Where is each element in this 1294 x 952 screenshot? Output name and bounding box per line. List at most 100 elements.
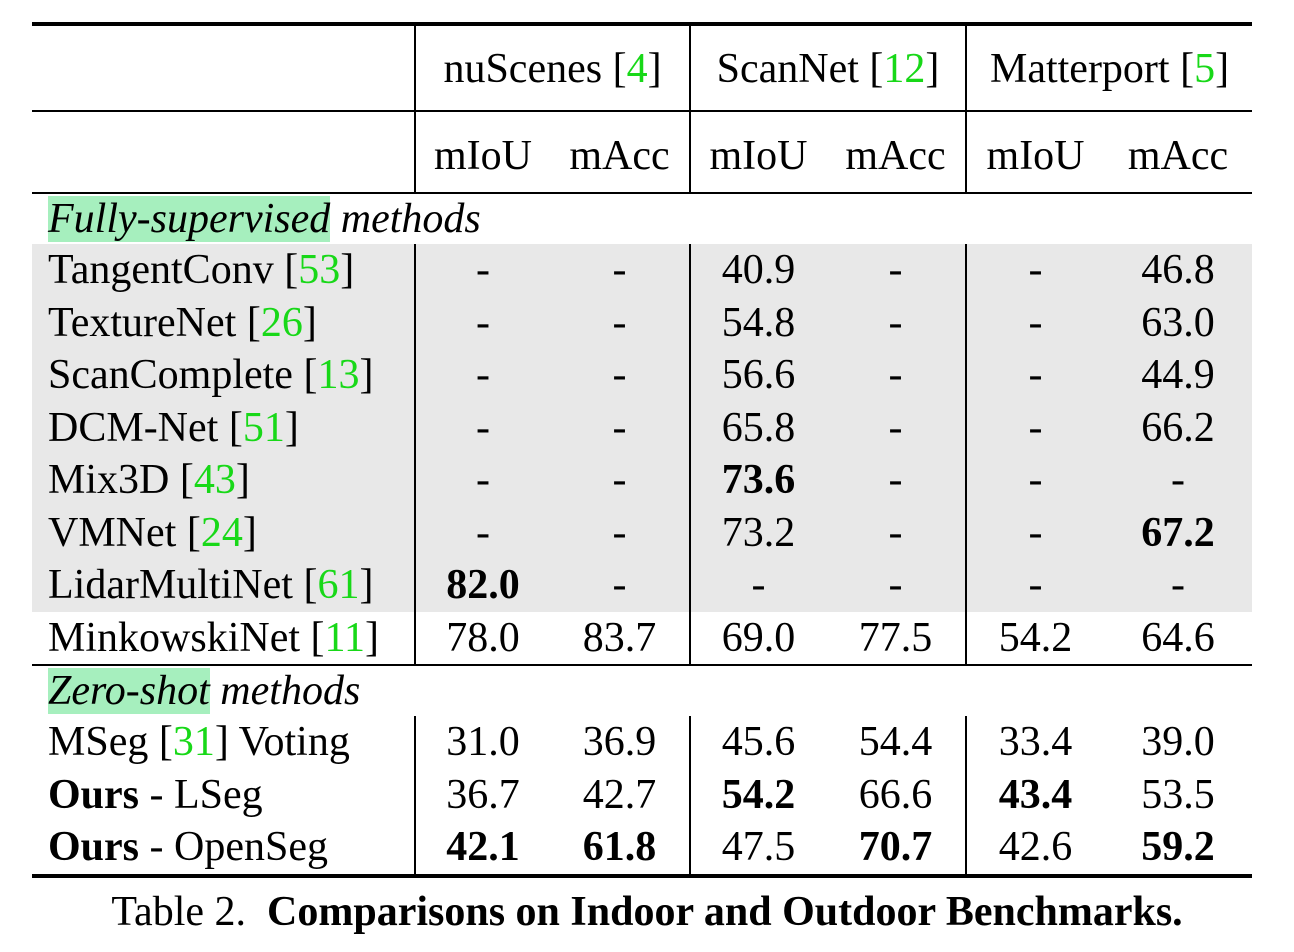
value-cell: 40.9 [689, 244, 827, 297]
citation[interactable]: 53 [298, 247, 341, 294]
method-name: Ours - OpenSeg [32, 821, 415, 878]
value-cell: 59.2 [1104, 821, 1253, 878]
value-cell: - [826, 559, 967, 612]
method-name-text: DCM-Net [48, 404, 219, 451]
value-cell: 46.8 [1104, 244, 1253, 297]
dataset-header-scannet: ScanNet [12] [689, 22, 967, 111]
value-cell: - [826, 401, 967, 454]
method-name: MSeg [31] Voting [48, 719, 350, 766]
method-name-text: MSeg [48, 719, 149, 766]
citation[interactable]: 43 [193, 457, 236, 504]
results-table: nuScenes [4] ScanNet [12] Matterport [5]… [32, 22, 1253, 878]
citation[interactable]: 12 [883, 46, 926, 92]
value-cell: 64.6 [1141, 614, 1215, 661]
citation[interactable]: 13 [317, 352, 360, 399]
value-cell: 42.6 [965, 821, 1105, 878]
metric-header: mAcc [550, 110, 691, 193]
table-wrapper: nuScenes [4] ScanNet [12] Matterport [5]… [32, 22, 1253, 878]
value-cell: 42.7 [582, 771, 657, 818]
method-name-bold: Ours [48, 824, 140, 871]
method-name-text: LidarMultiNet [48, 562, 293, 609]
value-cell: 33.4 [965, 716, 1105, 769]
citation[interactable]: 4 [626, 46, 648, 92]
value-cell: - [414, 454, 550, 507]
table-row: TangentConv [53] - -40.9- -46.8 [32, 244, 1253, 297]
value-cell: 73.6 [689, 454, 827, 507]
method-name: ScanComplete [13] [32, 349, 415, 402]
value-cell: 65.8 [689, 401, 827, 454]
value-cell: - [414, 349, 550, 402]
value-cell: - [550, 559, 691, 612]
value-cell: - [965, 506, 1105, 559]
value-cell: 69.0 [689, 611, 827, 665]
value-cell: - [1104, 559, 1253, 612]
value-cell: 31.0 [414, 716, 550, 769]
dataset-name: ScanNet [716, 46, 859, 92]
method-name-text: MinkowskiNet [48, 614, 300, 661]
section-highlight: Fully-supervised [48, 196, 331, 242]
value-cell: - [965, 401, 1105, 454]
citation[interactable]: 11 [324, 614, 365, 661]
section-title: Fully-supervised methods [32, 192, 1253, 244]
metric-header: mAcc [1104, 110, 1253, 193]
table-row: ScanComplete [13] - -56.6- -44.9 [32, 349, 1253, 402]
citation[interactable]: 61 [317, 562, 360, 609]
value-cell: 43.4 [965, 768, 1105, 821]
method-name: DCM-Net [51] [32, 401, 415, 454]
value-cell: 77.5 [858, 614, 933, 661]
dataset-header-matterport: Matterport [5] [965, 22, 1253, 111]
value-cell: 78.0 [414, 611, 550, 665]
method-name-text: TangentConv [48, 247, 274, 294]
table-row: Ours - OpenSeg 42.1 61.8 47.5 70.7 42.6 59.2 [32, 821, 1253, 878]
value-cell: 61.8 [550, 821, 691, 878]
method-name: TextureNet [26] [32, 296, 415, 349]
value-cell: - [550, 454, 691, 507]
citation[interactable]: 24 [200, 509, 243, 556]
value-cell: - [550, 401, 691, 454]
citation[interactable]: 26 [260, 299, 303, 346]
value-cell: - [550, 506, 691, 559]
method-name: TangentConv [53] [32, 244, 415, 297]
table-row: Ours - LSeg 36.7 42.7 54.2 66.6 43.4 53.5 [32, 768, 1252, 822]
citation[interactable]: 51 [242, 404, 285, 451]
value-cell: 45.6 [689, 716, 827, 769]
table-row: MinkowskiNet [11] 78.0 83.7 69.0 77.5 54.2 64.… [32, 611, 1252, 665]
table-row: LidarMultiNet [61] 82.0- - - - - [32, 559, 1253, 612]
method-name-bold: Ours [48, 771, 140, 818]
value-cell: - [550, 244, 691, 297]
table-caption: Table 2. Comparisons on Indoor and Outdo… [0, 888, 1294, 936]
section-rest: methods [209, 668, 361, 714]
dataset-name: nuScenes [443, 46, 603, 92]
value-cell: - [826, 454, 967, 507]
value-cell: 54.8 [689, 296, 827, 349]
table-row: Mix3D [43] - -73.6- - - [32, 454, 1253, 507]
method-suffix: Voting [228, 719, 350, 766]
section-header-row: Zero-shot methods [32, 664, 1253, 716]
table-row: VMNet [24] - -73.2- -67.2 [32, 506, 1253, 559]
header-blank [32, 22, 415, 111]
metric-header: mIoU [965, 110, 1105, 193]
citation[interactable]: 31 [172, 719, 215, 766]
value-cell: - [965, 349, 1105, 402]
value-cell: 66.2 [1104, 401, 1253, 454]
table-row: MSeg [31] Voting 31.0 36.9 45.6 54.4 33.4 39.0 [32, 716, 1252, 769]
method-name: MinkowskiNet [11] [48, 614, 379, 661]
value-cell: 53.5 [1141, 771, 1215, 818]
value-cell: - [1104, 454, 1253, 507]
value-cell: - [689, 559, 827, 612]
value-cell: - [826, 349, 967, 402]
value-cell: 54.4 [858, 719, 933, 766]
value-cell: 36.9 [582, 719, 657, 766]
method-name: Ours - LSeg [32, 769, 415, 822]
citation[interactable]: 5 [1194, 46, 1216, 92]
section-rest: methods [330, 196, 481, 242]
value-cell: - [826, 296, 967, 349]
value-cell: 83.7 [582, 614, 657, 661]
value-cell: 70.7 [826, 821, 967, 878]
value-cell: 56.6 [689, 349, 827, 402]
section-title: Zero-shot methods [32, 664, 1253, 716]
value-cell: 63.0 [1104, 296, 1253, 349]
method-name-text: - LSeg [139, 771, 263, 818]
method-name: LidarMultiNet [61] [32, 559, 415, 612]
value-cell: 44.9 [1104, 349, 1253, 402]
